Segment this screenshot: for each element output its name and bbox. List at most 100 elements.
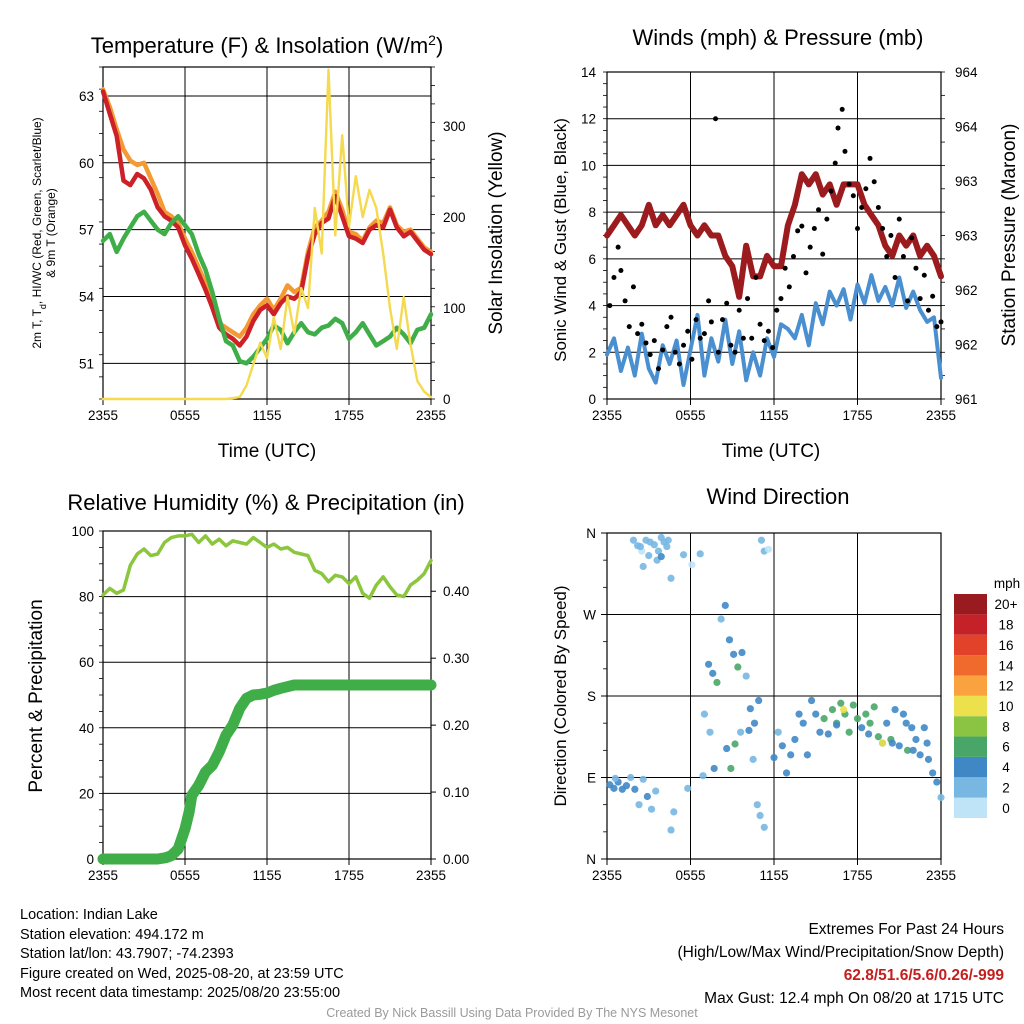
extremes-title: Extremes For Past 24 Hours bbox=[808, 921, 1004, 938]
y-right-tick-label: 963 bbox=[955, 174, 978, 189]
temperature-panel: 51 54 57 60 63 0 100 200 300 2355 0555 1155 1755 2355… bbox=[30, 32, 507, 462]
direction-point bbox=[760, 823, 768, 831]
gust-point bbox=[842, 148, 848, 154]
colorbar-label: 20+ bbox=[995, 597, 1018, 612]
pressure-line bbox=[604, 171, 944, 300]
gust-point bbox=[900, 254, 906, 260]
chart-title: Wind Direction bbox=[706, 484, 849, 509]
direction-point bbox=[657, 552, 665, 561]
recent-data-text: Most recent data timestamp: 2025/08/20 2… bbox=[20, 985, 341, 1001]
y-right-tick-label: 964 bbox=[955, 65, 978, 80]
direction-point bbox=[721, 601, 729, 610]
direction-point bbox=[833, 721, 841, 729]
gust-point bbox=[934, 324, 940, 330]
gust-point bbox=[835, 125, 841, 131]
colorbar-label: 10 bbox=[998, 699, 1013, 714]
direction-point bbox=[770, 753, 778, 762]
direction-point bbox=[795, 710, 803, 718]
x-tick-label: 2355 bbox=[592, 868, 622, 883]
gust-point bbox=[728, 342, 734, 348]
direction-point bbox=[645, 552, 653, 560]
x-tick-label: 2355 bbox=[88, 868, 118, 883]
direction-point bbox=[774, 728, 782, 736]
colorbar-label: 16 bbox=[998, 638, 1013, 653]
direction-point bbox=[839, 705, 848, 714]
direction-point bbox=[888, 739, 896, 747]
y-tick-label: 60 bbox=[79, 156, 94, 171]
direction-point bbox=[753, 801, 761, 809]
y-axis-label: Percent & Precipitation bbox=[26, 599, 47, 792]
x-tick-label: 1755 bbox=[334, 868, 364, 883]
location-text: Location: Indian Lake bbox=[20, 907, 158, 923]
direction-point bbox=[862, 710, 870, 718]
gust-point bbox=[855, 225, 860, 231]
gust-point bbox=[672, 349, 678, 355]
y-right-tick-label: 300 bbox=[443, 119, 466, 134]
direction-point bbox=[937, 793, 945, 802]
colorbar-label: 8 bbox=[1002, 719, 1010, 734]
direction-point bbox=[895, 742, 903, 750]
y-tick-label: 60 bbox=[79, 655, 94, 670]
x-axis-label: Time (UTC) bbox=[722, 441, 821, 462]
y-tick-label: 6 bbox=[588, 252, 596, 267]
wind-line bbox=[605, 273, 943, 387]
direction-point bbox=[745, 726, 753, 735]
y-tick-label: 51 bbox=[79, 356, 94, 371]
gust-point bbox=[681, 342, 687, 348]
gust-point bbox=[820, 251, 826, 257]
gust-point bbox=[611, 275, 617, 281]
x-tick-label: 2355 bbox=[416, 868, 446, 883]
y-tick-label: 14 bbox=[581, 65, 597, 80]
gust-point bbox=[660, 347, 666, 353]
colorbar-title: mph bbox=[994, 576, 1020, 591]
colorbar-label: 14 bbox=[998, 658, 1014, 673]
direction-point bbox=[688, 561, 696, 569]
direction-point bbox=[916, 751, 924, 759]
gust-point bbox=[807, 244, 813, 250]
x-axis-label: Time (UTC) bbox=[218, 441, 317, 462]
direction-point bbox=[782, 769, 791, 777]
direction-point bbox=[866, 719, 874, 727]
direction-point bbox=[756, 811, 764, 820]
gust-point bbox=[724, 300, 730, 306]
colorbar-label: 12 bbox=[998, 679, 1013, 694]
y-tick-label: 80 bbox=[79, 590, 94, 605]
direction-point bbox=[791, 735, 799, 744]
y-axis-label-part: d bbox=[38, 304, 48, 309]
y-axis-label: Direction (Colored By Speed) bbox=[551, 585, 570, 806]
gust-point bbox=[693, 317, 699, 323]
direction-point bbox=[920, 724, 928, 732]
gust-point bbox=[635, 331, 641, 337]
direction-point bbox=[647, 805, 656, 813]
gust-point bbox=[892, 275, 898, 281]
colorbar-swatch bbox=[954, 797, 987, 818]
direction-point bbox=[750, 719, 759, 727]
gust-point bbox=[896, 216, 902, 222]
x-tick-label: 0555 bbox=[170, 408, 200, 423]
colorbar-swatch bbox=[954, 777, 987, 798]
direction-point bbox=[799, 719, 807, 727]
direction-point bbox=[725, 636, 734, 644]
y-tick-label: 10 bbox=[581, 158, 596, 173]
max-gust-text: Max Gust: 12.4 mph On 08/20 at 1715 UTC bbox=[704, 990, 1004, 1007]
direction-point bbox=[870, 703, 878, 711]
direction-point bbox=[933, 778, 941, 786]
y-right-tick-label: 100 bbox=[443, 301, 466, 316]
direction-point bbox=[764, 545, 773, 553]
direction-point bbox=[611, 774, 619, 783]
direction-point bbox=[749, 755, 757, 763]
chart-title-end: ) bbox=[436, 33, 443, 58]
direction-point bbox=[849, 701, 857, 709]
direction-point bbox=[704, 660, 713, 668]
y-tick-label: W bbox=[583, 608, 596, 623]
elevation-text: Station elevation: 494.172 m bbox=[20, 926, 204, 943]
gust-point bbox=[689, 356, 695, 362]
direction-point bbox=[696, 550, 704, 558]
gust-point bbox=[913, 265, 919, 271]
direction-point bbox=[828, 705, 837, 714]
gust-point bbox=[786, 284, 792, 290]
direction-point bbox=[627, 773, 635, 782]
direction-point bbox=[667, 574, 675, 582]
direction-point bbox=[622, 782, 631, 790]
